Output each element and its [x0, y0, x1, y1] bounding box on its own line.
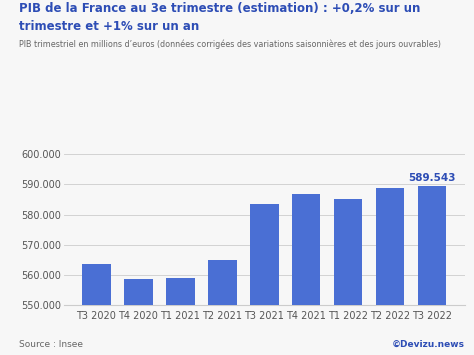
Bar: [250, 204, 279, 355]
Text: ©Devizu.news: ©Devizu.news: [392, 340, 465, 349]
Bar: [124, 279, 153, 355]
Text: PIB trimestriel en millions d’euros (données corrigées des variations saisonnièr: PIB trimestriel en millions d’euros (don…: [19, 40, 441, 49]
Text: Source : Insee: Source : Insee: [19, 340, 83, 349]
Bar: [82, 264, 111, 355]
Text: PIB de la France au 3e trimestre (estimation) : +0,2% sur un: PIB de la France au 3e trimestre (estima…: [19, 2, 420, 15]
Bar: [292, 194, 320, 355]
Text: 589.543: 589.543: [408, 173, 456, 183]
Bar: [208, 260, 237, 355]
Text: trimestre et +1% sur un an: trimestre et +1% sur un an: [19, 20, 199, 33]
Bar: [334, 198, 363, 355]
Bar: [376, 188, 404, 355]
Bar: [418, 186, 447, 355]
Bar: [166, 278, 195, 355]
